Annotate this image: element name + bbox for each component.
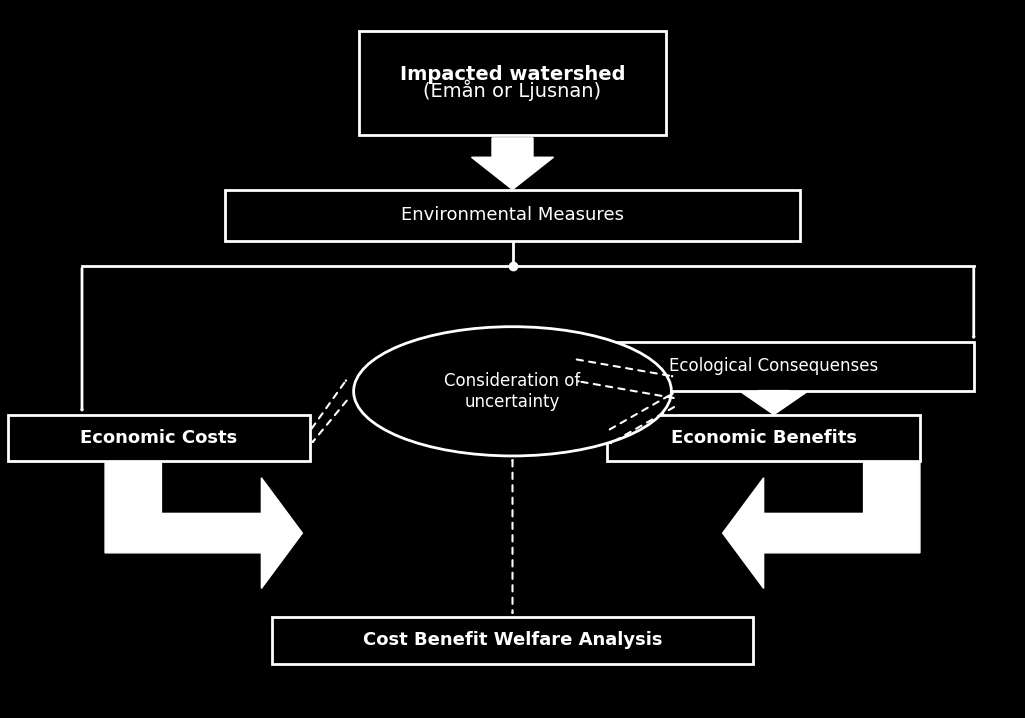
Text: Ecological Consequenses: Ecological Consequenses <box>669 357 878 376</box>
Polygon shape <box>740 391 808 414</box>
FancyBboxPatch shape <box>226 190 800 241</box>
FancyBboxPatch shape <box>8 414 310 462</box>
Text: Consideration of
uncertainty: Consideration of uncertainty <box>445 372 580 411</box>
Polygon shape <box>106 461 302 588</box>
FancyBboxPatch shape <box>607 414 920 462</box>
FancyBboxPatch shape <box>574 342 974 391</box>
Polygon shape <box>723 461 920 588</box>
FancyBboxPatch shape <box>272 617 753 663</box>
Text: Economic Benefits: Economic Benefits <box>670 429 857 447</box>
Text: Environmental Measures: Environmental Measures <box>401 206 624 225</box>
Text: Cost Benefit Welfare Analysis: Cost Benefit Welfare Analysis <box>363 631 662 650</box>
Text: Economic Costs: Economic Costs <box>80 429 238 447</box>
Ellipse shape <box>354 327 671 456</box>
Text: Impacted watershed: Impacted watershed <box>400 65 625 84</box>
Polygon shape <box>472 138 554 190</box>
Text: (Emån or Ljusnan): (Emån or Ljusnan) <box>423 80 602 101</box>
FancyBboxPatch shape <box>359 30 666 135</box>
